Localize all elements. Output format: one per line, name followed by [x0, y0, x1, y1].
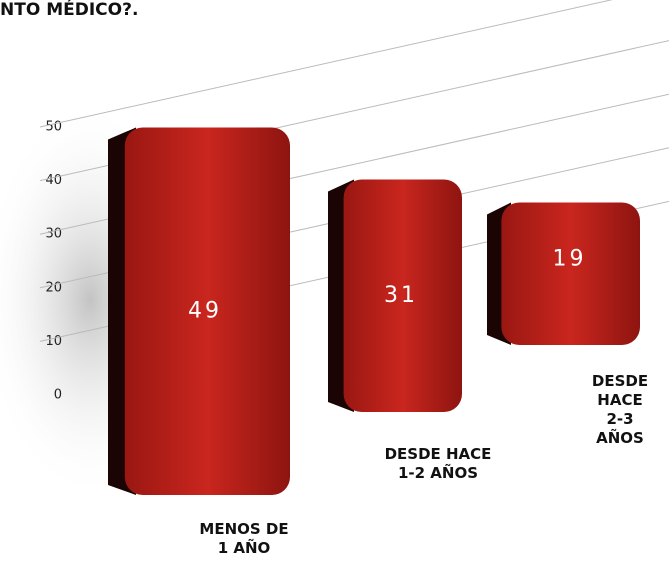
grid-line [39, 0, 613, 128]
x-tick-label: MENOS DE 1 AÑO [199, 520, 289, 557]
x-tick-label: DESDE HACE 1-2 AÑOS [384, 445, 492, 482]
bar [343, 179, 462, 412]
value-label: 19 [553, 247, 587, 272]
y-tick-label: 0 [54, 388, 62, 403]
x-tick-label: DESDE HACE 2-3 AÑOS [591, 372, 649, 447]
chart-title: NTO MÉDICO?. [0, 0, 139, 20]
y-tick-label: 10 [45, 334, 62, 349]
y-tick-label: 40 [45, 173, 62, 188]
value-label: 31 [384, 283, 418, 308]
y-tick-label: 30 [45, 227, 62, 242]
y-tick-label: 20 [45, 280, 62, 295]
value-label: 49 [188, 298, 222, 323]
bar [501, 202, 640, 345]
y-tick-label: 50 [45, 120, 62, 135]
bar [124, 127, 290, 495]
